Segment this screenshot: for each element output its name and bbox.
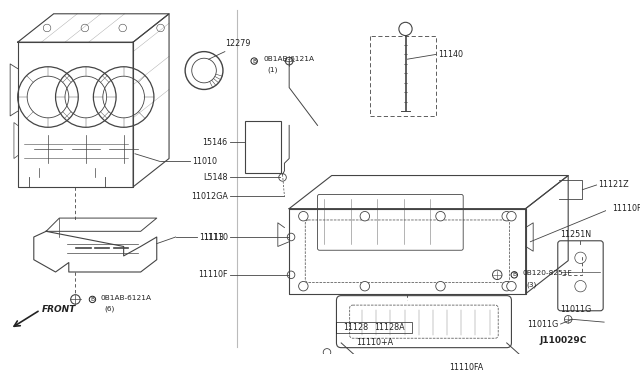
- Text: (6): (6): [105, 305, 115, 312]
- Text: 11113: 11113: [199, 232, 224, 241]
- Text: 11128A: 11128A: [374, 323, 405, 332]
- Text: 11011G: 11011G: [527, 320, 559, 328]
- Circle shape: [360, 282, 369, 291]
- Text: B: B: [512, 272, 516, 278]
- Circle shape: [436, 282, 445, 291]
- Circle shape: [285, 57, 293, 65]
- Text: 15146: 15146: [203, 138, 228, 147]
- Text: 11110F: 11110F: [612, 204, 640, 213]
- Text: 12279: 12279: [225, 39, 250, 48]
- Text: 11121Z: 11121Z: [598, 180, 629, 189]
- Text: 11140: 11140: [438, 50, 463, 59]
- Text: FRONT: FRONT: [42, 305, 77, 314]
- Circle shape: [287, 271, 295, 279]
- Circle shape: [575, 280, 586, 292]
- Circle shape: [436, 211, 445, 221]
- Text: L5148: L5148: [203, 173, 228, 182]
- Circle shape: [419, 363, 428, 372]
- Circle shape: [299, 282, 308, 291]
- Circle shape: [502, 282, 511, 291]
- Circle shape: [502, 211, 511, 221]
- Text: 11012GA: 11012GA: [191, 192, 228, 201]
- Circle shape: [70, 295, 80, 304]
- Text: (3): (3): [527, 282, 537, 288]
- Text: 0B1AB-6121A: 0B1AB-6121A: [264, 56, 315, 62]
- Circle shape: [507, 282, 516, 291]
- Text: J110029C: J110029C: [540, 336, 587, 345]
- Text: 11110FA: 11110FA: [449, 363, 483, 372]
- Text: 11251N: 11251N: [561, 230, 592, 239]
- Circle shape: [493, 270, 502, 280]
- Text: 11010: 11010: [192, 157, 217, 166]
- Text: 11128: 11128: [343, 323, 368, 332]
- Text: 11110F: 11110F: [198, 270, 228, 279]
- Circle shape: [287, 233, 295, 241]
- Circle shape: [507, 211, 516, 221]
- Text: 11110+A: 11110+A: [356, 338, 393, 347]
- Text: B: B: [252, 58, 256, 64]
- Circle shape: [323, 349, 331, 356]
- Circle shape: [575, 252, 586, 263]
- Circle shape: [299, 211, 308, 221]
- Circle shape: [564, 315, 572, 323]
- Text: 11110: 11110: [203, 232, 228, 241]
- Circle shape: [360, 211, 369, 221]
- Text: (1): (1): [268, 67, 278, 73]
- Text: B: B: [90, 297, 95, 302]
- Text: 0B1AB-6121A: 0B1AB-6121A: [101, 295, 152, 301]
- Text: 11011G: 11011G: [561, 305, 592, 314]
- Text: 0B120-8251F: 0B120-8251F: [523, 270, 573, 276]
